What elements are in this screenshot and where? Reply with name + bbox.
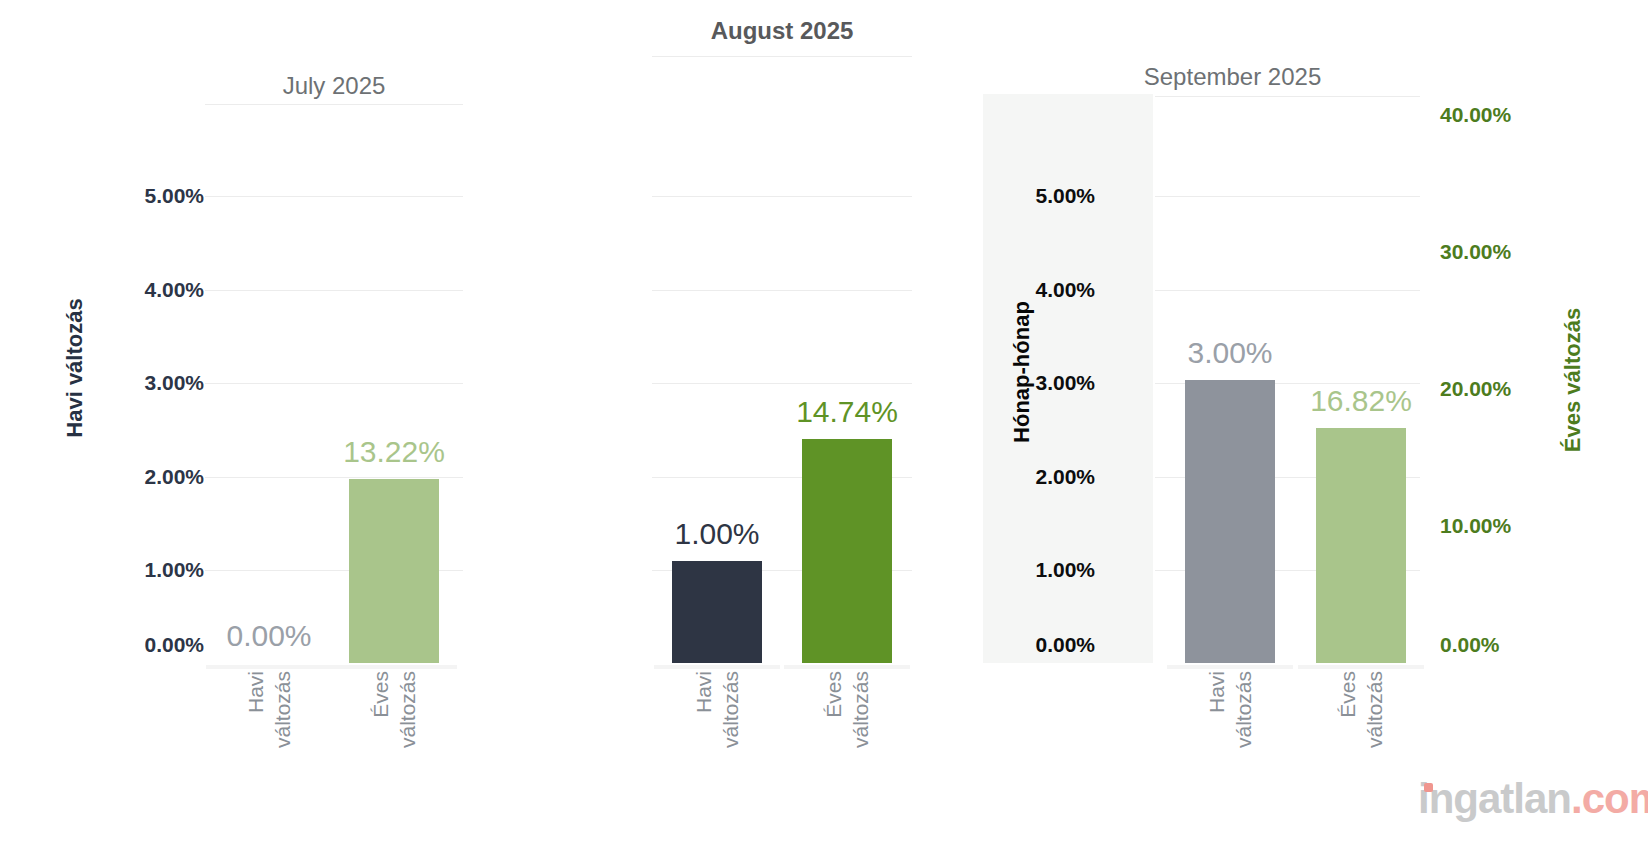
category-tick — [206, 665, 332, 669]
gridline — [205, 477, 463, 478]
left-tick-label: 2.00% — [100, 464, 204, 490]
category-tick — [784, 665, 910, 669]
left-tick-label: 2.00% — [955, 464, 1095, 490]
gridline — [652, 383, 912, 384]
gridline — [205, 383, 463, 384]
right-tick-label: 40.00% — [1440, 102, 1511, 128]
facet-panel-july: 0.00% Havi változás 13.22% Éves változás — [205, 0, 463, 850]
watermark-tld: .com — [1571, 775, 1648, 822]
gridline — [1155, 96, 1420, 97]
left-tick-label: 1.00% — [100, 557, 204, 583]
left-axis-title: Havi változás — [62, 218, 88, 518]
category-label: Éves változás — [367, 671, 421, 767]
value-label: 13.22% — [343, 437, 445, 467]
right-tick-label: 20.00% — [1440, 376, 1511, 402]
left-tick-label: 3.00% — [100, 370, 204, 396]
facet-panel-september: 3.00% Havi változás 16.82% Éves változás — [1155, 0, 1420, 850]
bar-yearly-change — [349, 479, 439, 663]
category-label: Éves változás — [1334, 671, 1388, 767]
gridline — [652, 56, 912, 57]
left-tick-label: 5.00% — [100, 183, 204, 209]
bar-yearly-change — [1316, 428, 1406, 663]
gridline — [652, 196, 912, 197]
price-change-chart: Havi változás 5.00% 4.00% 3.00% 2.00% 1.… — [0, 0, 1648, 850]
category-tick — [654, 665, 780, 669]
gridline — [205, 104, 463, 105]
facet-panel-august: 1.00% Havi változás 14.74% Éves változás — [652, 0, 912, 850]
right-tick-label: 0.00% — [1440, 632, 1500, 658]
bar-monthly-change — [1185, 380, 1275, 663]
category-tick — [1167, 665, 1293, 669]
value-label: 16.82% — [1310, 386, 1412, 416]
right-axis-title: Éves változás — [1560, 180, 1586, 580]
value-label: 1.00% — [674, 519, 759, 549]
category-label: Havi változás — [690, 671, 744, 767]
left-tick-label: 3.00% — [955, 370, 1095, 396]
bar-monthly-change — [672, 561, 762, 663]
right-tick-label: 10.00% — [1440, 513, 1511, 539]
bar-yearly-change — [802, 439, 892, 663]
gridline — [205, 290, 463, 291]
category-label: Éves változás — [820, 671, 874, 767]
gridline — [205, 196, 463, 197]
left-tick-label: 1.00% — [955, 557, 1095, 583]
left-tick-label: 0.00% — [955, 632, 1095, 658]
value-label: 14.74% — [796, 397, 898, 427]
gridline — [652, 290, 912, 291]
left-tick-label: 5.00% — [955, 183, 1095, 209]
category-label: Havi változás — [242, 671, 296, 767]
watermark-name: ingatlan — [1418, 775, 1571, 822]
value-label: 3.00% — [1187, 338, 1272, 368]
category-tick — [1298, 665, 1424, 669]
value-label: 0.00% — [226, 621, 311, 651]
left-tick-label: 0.00% — [100, 632, 204, 658]
gridline — [1155, 196, 1420, 197]
right-tick-label: 30.00% — [1440, 239, 1511, 265]
watermark-i-dot — [1424, 783, 1433, 792]
left-tick-label: 4.00% — [100, 277, 204, 303]
category-tick — [331, 665, 457, 669]
ingatlan-watermark: ingatlan.com — [1418, 775, 1648, 823]
gridline — [1155, 290, 1420, 291]
left-tick-label: 4.00% — [955, 277, 1095, 303]
category-label: Havi változás — [1203, 671, 1257, 767]
